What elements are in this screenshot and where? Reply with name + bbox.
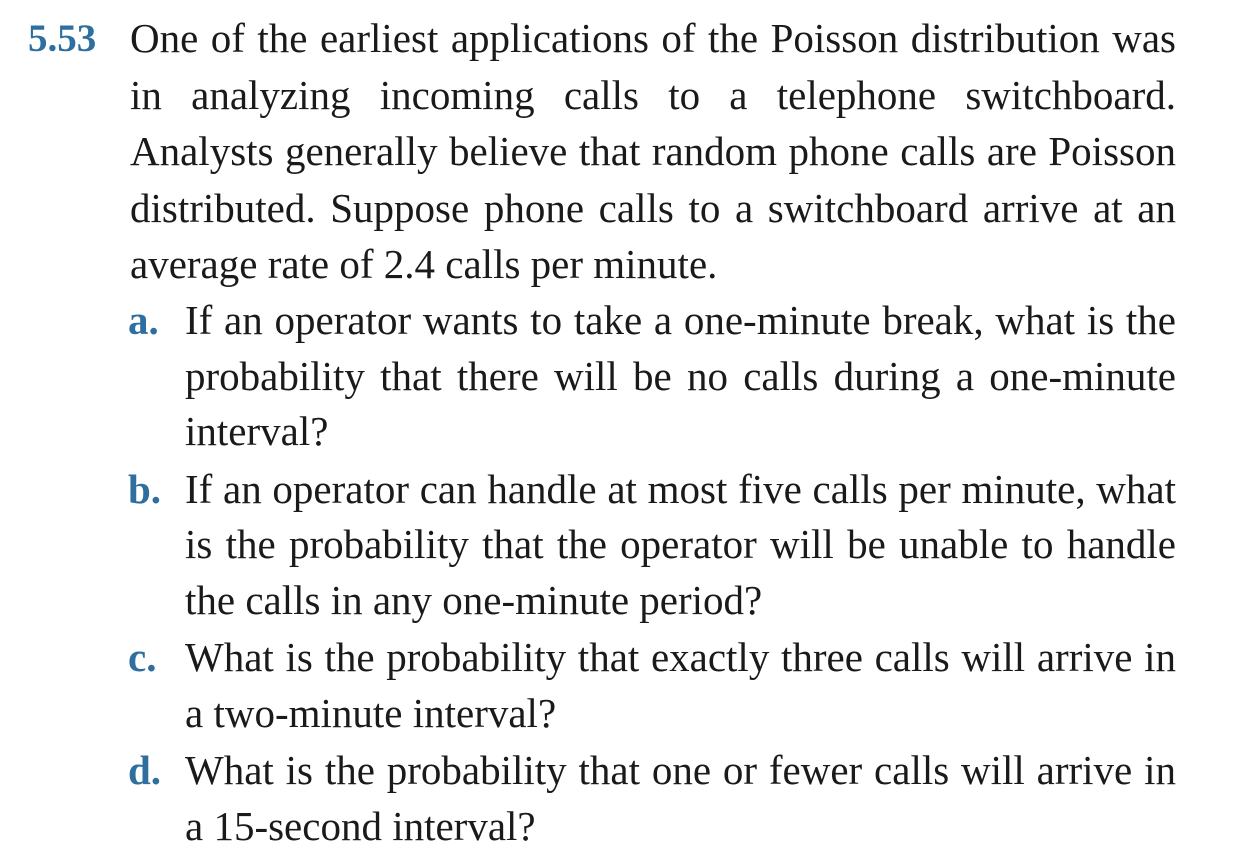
exercise-parts: a. If an operator wants to take a one-mi… — [128, 293, 1176, 856]
part-a-letter: a. — [128, 297, 159, 343]
part-a: a. If an operator wants to take a one-mi… — [128, 293, 1176, 460]
exercise-statement: One of the earliest applications of the … — [130, 15, 1176, 287]
part-b-letter: b. — [128, 465, 162, 512]
part-c: c. What is the probability that exactly … — [128, 630, 1176, 741]
part-d-text: What is the probability that one or fewe… — [185, 747, 1176, 849]
part-d: d. What is the probability that one or f… — [128, 743, 1176, 854]
part-b: b. If an operator can handle at most fiv… — [128, 462, 1176, 629]
part-c-letter: c. — [128, 634, 157, 680]
part-d-letter: d. — [128, 747, 162, 793]
part-a-text: If an operator wants to take a one-minut… — [185, 297, 1176, 454]
part-b-text: If an operator can handle at most five c… — [185, 465, 1176, 623]
part-c-text: What is the probability that exactly thr… — [185, 634, 1176, 736]
exercise-number: 5.53 — [28, 17, 97, 60]
